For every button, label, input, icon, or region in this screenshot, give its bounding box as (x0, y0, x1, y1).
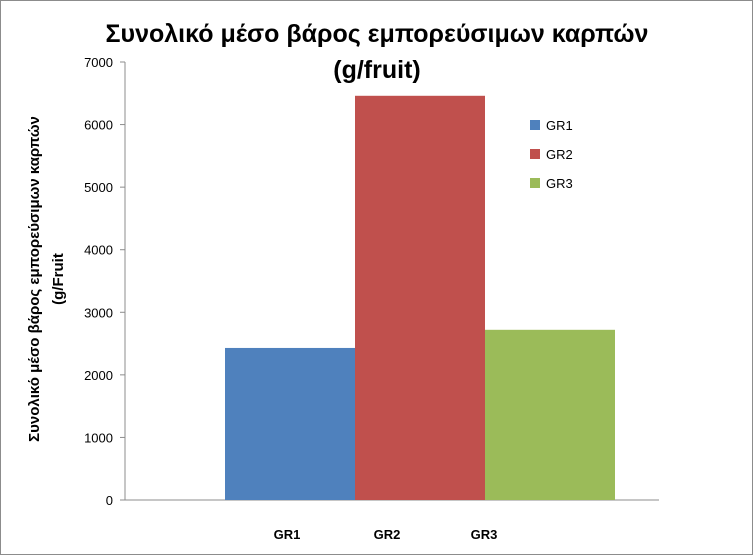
y-tick-label: 2000 (84, 368, 113, 383)
chart-title-line-2: (g/fruit) (333, 56, 420, 84)
x-category-label: GR2 (374, 527, 401, 542)
legend-label: GR1 (546, 118, 573, 133)
bar-gr1 (225, 347, 355, 500)
bar-gr3 (485, 329, 615, 500)
legend-swatch (530, 178, 540, 188)
y-tick-label: 6000 (84, 118, 113, 133)
y-tick-label: 5000 (84, 180, 113, 195)
y-tick-label: 3000 (84, 305, 113, 320)
y-axis-label-line-1: Συνολικό μέσο βάρος εμπορεύσιμων καρπών (26, 116, 43, 442)
legend-label: GR3 (546, 176, 573, 191)
category-label-group: GR1 GR2 GR3 (274, 527, 498, 542)
bar-group (225, 95, 615, 500)
legend-swatch (530, 120, 540, 130)
y-axis-label-line-2: (g/Fruit (50, 253, 67, 305)
x-category-label: GR1 (274, 527, 301, 542)
legend: GR1 GR2 GR3 (530, 118, 573, 191)
legend-label: GR2 (546, 147, 573, 162)
y-tick-group: 0 1000 2000 3000 4000 5000 6000 7000 (84, 55, 125, 508)
y-tick-label: 4000 (84, 243, 113, 258)
y-tick-label: 0 (106, 493, 113, 508)
bar-gr2 (355, 95, 485, 500)
y-tick-label: 1000 (84, 430, 113, 445)
chart-title-line-1: Συνολικό μέσο βάρος εμπορεύσιμων καρπών (106, 20, 649, 48)
y-tick-label: 7000 (84, 55, 113, 70)
x-category-label: GR3 (471, 527, 498, 542)
legend-swatch (530, 149, 540, 159)
